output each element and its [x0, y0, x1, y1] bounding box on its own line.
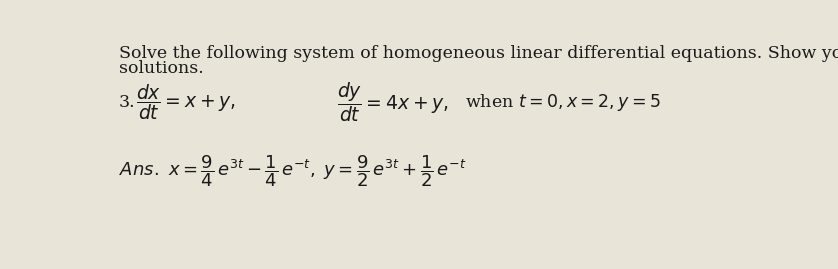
Text: when $t = 0, x = 2, y = 5$: when $t = 0, x = 2, y = 5$: [465, 92, 661, 113]
Text: solutions.: solutions.: [119, 60, 204, 77]
Text: Solve the following system of homogeneous linear differential equations. Show yo: Solve the following system of homogeneou…: [119, 45, 838, 62]
Text: $Ans.$ $x = \dfrac{9}{4}\,e^{3t} - \dfrac{1}{4}\,e^{-t},\; y = \dfrac{9}{2}\,e^{: $Ans.$ $x = \dfrac{9}{4}\,e^{3t} - \dfra…: [119, 154, 467, 189]
Text: $\dfrac{dx}{dt} = x + y,$: $\dfrac{dx}{dt} = x + y,$: [136, 82, 235, 122]
Text: $\dfrac{dy}{dt} = 4x + y,$: $\dfrac{dy}{dt} = 4x + y,$: [337, 80, 449, 124]
Text: 3.: 3.: [119, 94, 135, 111]
